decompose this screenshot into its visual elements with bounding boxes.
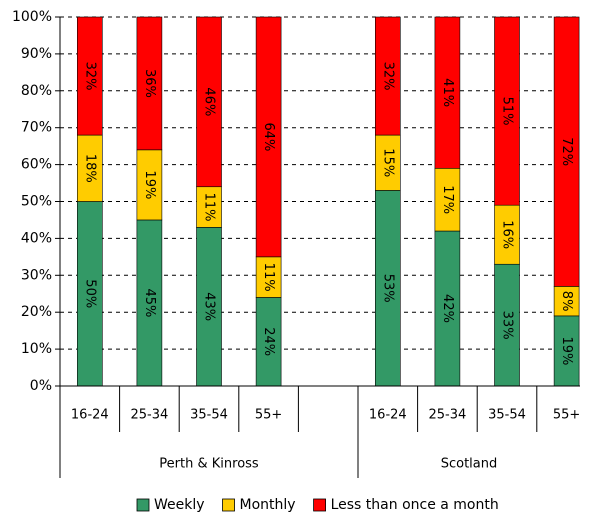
y-tick-label: 90% <box>21 46 52 62</box>
data-label: 45% <box>142 289 157 318</box>
category-label: 55+ <box>553 408 580 423</box>
category-label: 25-34 <box>131 408 169 423</box>
y-tick-label: 30% <box>21 267 52 283</box>
legend-label: Weekly <box>154 497 205 513</box>
data-label: 19% <box>559 336 574 365</box>
data-label: 32% <box>380 62 395 91</box>
bar-segment <box>374 134 401 191</box>
data-label: 16% <box>500 220 515 249</box>
y-tick-label: 80% <box>21 83 52 99</box>
data-label: 32% <box>82 62 97 91</box>
data-label: 11% <box>202 193 217 222</box>
data-label: 46% <box>202 87 217 116</box>
bar-segment <box>136 219 163 387</box>
data-label: 15% <box>380 148 395 177</box>
group-label: Perth & Kinross <box>159 457 259 472</box>
legend-swatch <box>222 498 235 512</box>
bar-segment <box>77 201 103 387</box>
bar-segment <box>136 149 163 221</box>
bar-segment <box>434 167 461 232</box>
category-label: 35-54 <box>488 408 526 423</box>
bar-segment <box>494 204 520 265</box>
data-label: 8% <box>559 291 574 312</box>
bar-segment <box>434 230 461 387</box>
bar-segment <box>255 256 282 298</box>
data-label: 11% <box>261 263 276 292</box>
data-label: 19% <box>142 170 157 199</box>
y-tick-label: 100% <box>12 9 52 25</box>
y-tick-label: 0% <box>30 378 52 394</box>
data-label: 17% <box>440 185 455 214</box>
legend-label: Less than once a month <box>331 497 499 513</box>
data-label: 42% <box>440 294 455 323</box>
y-tick-label: 70% <box>21 120 52 136</box>
bar-segment <box>494 263 520 387</box>
bar-segment <box>494 16 520 206</box>
category-label: 25-34 <box>429 408 467 423</box>
category-label: 55+ <box>255 408 282 423</box>
legend-swatch <box>313 498 326 512</box>
legend-swatch <box>136 498 150 512</box>
bar-segment <box>553 286 580 317</box>
data-label: 24% <box>261 327 276 356</box>
data-label: 33% <box>500 311 515 340</box>
bar-segment <box>434 16 461 169</box>
data-label: 41% <box>440 78 455 107</box>
y-tick-label: 20% <box>21 304 52 320</box>
data-label: 50% <box>82 279 97 308</box>
bar-segment <box>553 315 580 387</box>
data-label: 18% <box>82 154 97 183</box>
data-label: 43% <box>202 292 217 321</box>
y-tick-label: 50% <box>21 194 52 210</box>
bar-segment <box>196 16 222 188</box>
legend-label: Monthly <box>240 497 296 513</box>
bar-segment <box>374 16 401 136</box>
y-tick-label: 40% <box>21 230 52 246</box>
data-label: 64% <box>261 122 276 151</box>
bar-segment <box>77 134 103 202</box>
group-label: Scotland <box>441 457 498 472</box>
bar-segment <box>255 297 282 387</box>
data-label: 36% <box>142 69 157 98</box>
y-tick-label: 60% <box>21 157 52 173</box>
category-label: 16-24 <box>71 408 109 423</box>
y-tick-label: 10% <box>21 341 52 357</box>
data-label: 72% <box>559 137 574 166</box>
bar-segment <box>374 190 401 387</box>
data-label: 53% <box>380 274 395 303</box>
bar-segment <box>77 16 103 136</box>
bar-segment <box>255 16 282 258</box>
data-label: 51% <box>500 97 515 126</box>
category-label: 35-54 <box>190 408 228 423</box>
category-label: 16-24 <box>369 408 407 423</box>
bar-segment <box>136 16 163 151</box>
bar-segment <box>553 16 580 287</box>
